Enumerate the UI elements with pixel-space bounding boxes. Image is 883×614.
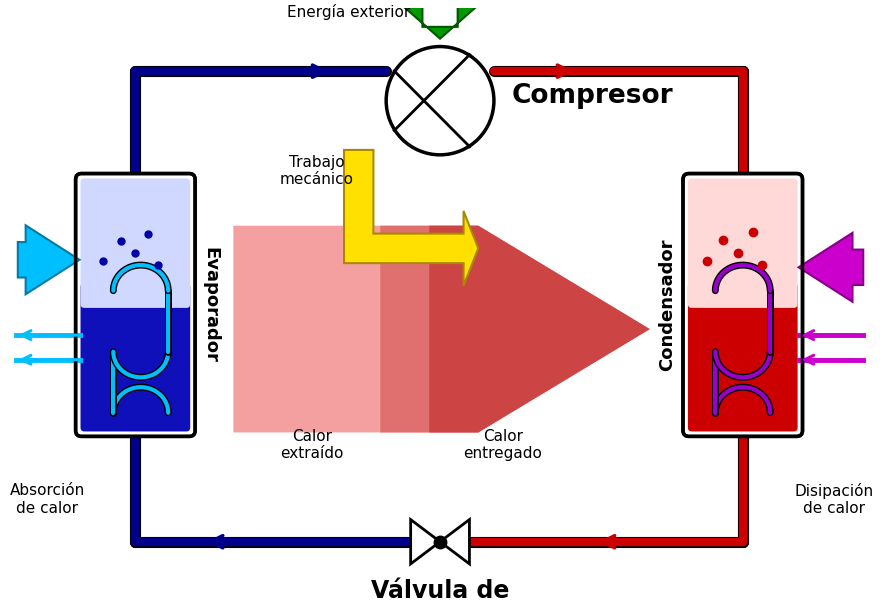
Polygon shape xyxy=(429,226,650,432)
FancyBboxPatch shape xyxy=(688,179,797,308)
Polygon shape xyxy=(381,226,650,432)
Text: Disipación
de calor: Disipación de calor xyxy=(795,483,873,516)
Circle shape xyxy=(386,47,494,155)
FancyBboxPatch shape xyxy=(80,283,190,432)
FancyBboxPatch shape xyxy=(683,174,803,437)
Text: Calor
extraído: Calor extraído xyxy=(280,429,343,462)
Polygon shape xyxy=(440,519,470,564)
Polygon shape xyxy=(18,225,79,294)
Polygon shape xyxy=(233,226,650,432)
Text: Evaporador: Evaporador xyxy=(202,247,220,363)
Polygon shape xyxy=(798,233,864,301)
Text: Trabajo
mecánico: Trabajo mecánico xyxy=(280,155,353,187)
Text: Calor
entregado: Calor entregado xyxy=(464,429,542,462)
Text: Condensador: Condensador xyxy=(659,239,676,371)
Polygon shape xyxy=(411,519,440,564)
Text: Absorción
de calor: Absorción de calor xyxy=(10,483,85,516)
Polygon shape xyxy=(401,4,479,39)
Text: Energía exterior: Energía exterior xyxy=(287,4,411,20)
FancyBboxPatch shape xyxy=(80,179,190,308)
Polygon shape xyxy=(344,150,479,286)
FancyBboxPatch shape xyxy=(76,174,195,437)
FancyBboxPatch shape xyxy=(688,283,797,432)
Text: Válvula de: Válvula de xyxy=(371,579,509,603)
Text: Compresor: Compresor xyxy=(511,83,673,109)
